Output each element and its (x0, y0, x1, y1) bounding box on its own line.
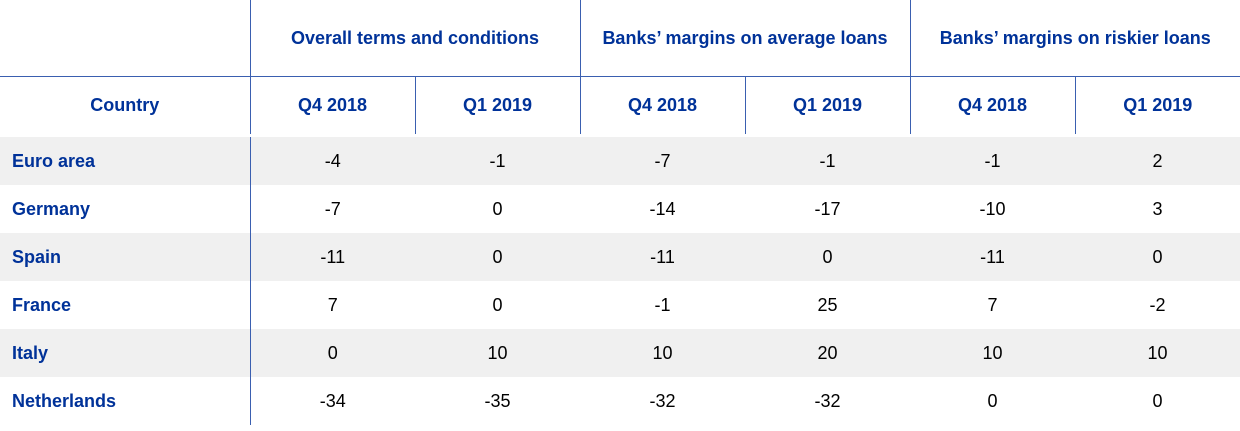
value-cell: -7 (249, 185, 415, 233)
value-cell: 2 (1075, 134, 1240, 185)
value-cell: -34 (249, 377, 415, 425)
data-row: France 7 0 -1 25 7 -2 (0, 281, 1240, 329)
value-cell: 10 (580, 329, 745, 377)
data-row: Spain -11 0 -11 0 -11 0 (0, 233, 1240, 281)
value-cell: -4 (249, 134, 415, 185)
value-cell: 25 (817, 294, 838, 315)
value-cell: 7 (249, 281, 415, 329)
value-cell: 0 (415, 233, 580, 281)
period-header: Q1 2019 (744, 76, 910, 137)
value-cell: 0 (249, 329, 415, 377)
value-cell: -7 (580, 134, 745, 185)
value-cell: -35 (484, 390, 511, 411)
value-cell: -2 (1149, 294, 1166, 315)
value-cell: -1 (745, 134, 910, 185)
group-header-row: Overall terms and conditions Banks’ margi… (0, 0, 1240, 77)
value-cell: -1 (415, 134, 580, 185)
value-cell: 10 (1075, 329, 1240, 377)
value-cell: 20 (745, 329, 910, 377)
period-header: Q4 2018 (249, 76, 415, 137)
value-cell: 10 (415, 329, 580, 377)
country-header: Country (0, 76, 250, 137)
country-name: Euro area (0, 134, 250, 185)
value-cell: -32 (649, 390, 676, 411)
value-cell: 10 (910, 329, 1075, 377)
group-header: Banks’ margins on average loans (579, 0, 910, 77)
value-cell: -11 (249, 233, 415, 281)
value-cell: 0 (987, 390, 998, 411)
country-name: Germany (12, 198, 91, 219)
data-row: Netherlands -34 -35 -32 -32 0 0 (0, 377, 1240, 425)
country-name: France (12, 294, 72, 315)
data-row: Euro area -4 -1 -7 -1 -1 2 (0, 134, 1240, 185)
subheader-row: Country Q4 2018 Q1 2019 Q4 2018 Q1 2019 Q4 20… (0, 76, 1240, 137)
value-cell: -17 (814, 198, 841, 219)
group-header: Overall terms and conditions (249, 0, 580, 77)
value-cell: -14 (649, 198, 676, 219)
value-cell: -10 (979, 198, 1006, 219)
value-cell: -11 (580, 233, 745, 281)
data-row: Germany -7 0 -14 -17 -10 3 (0, 185, 1240, 233)
value-cell: 7 (987, 294, 998, 315)
group-header: Banks’ margins on riskier loans (909, 0, 1240, 77)
empty-cell (0, 0, 250, 77)
value-cell: 3 (1152, 198, 1163, 219)
country-name: Spain (0, 233, 250, 281)
value-cell: -1 (654, 294, 671, 315)
value-cell: 0 (1075, 233, 1240, 281)
period-header: Q1 2019 (414, 76, 580, 137)
value-cell: 0 (1152, 390, 1163, 411)
value-cell: -32 (814, 390, 841, 411)
country-name: Italy (0, 329, 250, 377)
table-body: Euro area -4 -1 -7 -1 -1 2 Germany -7 0 -14 -17 -10 3… (0, 134, 1240, 425)
period-header: Q4 2018 (909, 76, 1075, 137)
value-cell: 0 (492, 294, 503, 315)
period-header: Q4 2018 (579, 76, 745, 137)
data-row: Italy 0 10 10 20 10 10 (0, 329, 1240, 377)
country-name: Netherlands (12, 390, 117, 411)
value-cell: 0 (492, 198, 503, 219)
value-cell: -11 (910, 233, 1075, 281)
period-header: Q1 2019 (1074, 76, 1240, 137)
value-cell: 0 (745, 233, 910, 281)
value-cell: -1 (910, 134, 1075, 185)
